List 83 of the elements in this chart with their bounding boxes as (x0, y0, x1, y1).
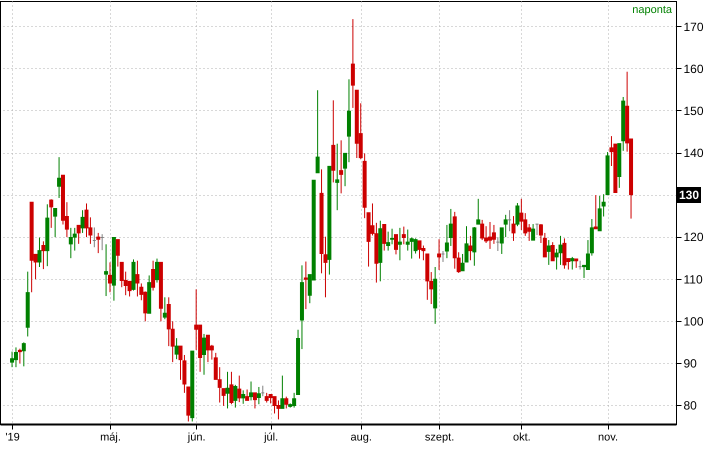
y-tick-label: 170 (684, 20, 704, 34)
candlestick (18, 348, 22, 364)
y-tick-label: 80 (684, 398, 698, 413)
candlestick (417, 240, 422, 260)
x-tick-label: '19 (5, 432, 20, 444)
x-tick-label: júl. (263, 432, 278, 444)
y-tick-label: 110 (684, 272, 703, 286)
candlestick (304, 261, 308, 310)
candlestick (527, 224, 532, 242)
candlestick (202, 333, 206, 376)
candlestick (335, 143, 340, 211)
candlestick (10, 351, 14, 368)
candlestick (37, 237, 42, 268)
candlestick (264, 392, 269, 404)
candlestick (252, 392, 257, 409)
y-tick-label: 100 (684, 314, 704, 328)
annotation: naponta (632, 4, 672, 16)
candlestick (280, 375, 284, 409)
candlestick (256, 386, 261, 405)
candlestick (546, 240, 551, 266)
candlestick (386, 231, 390, 252)
candlestick (80, 210, 85, 234)
candlestick (531, 224, 536, 241)
candlestick (558, 235, 563, 266)
x-tick-label: szept. (424, 432, 454, 444)
candlestick (480, 219, 484, 241)
candlestick (284, 396, 288, 409)
candlestick (53, 208, 58, 238)
y-tick-label: 120 (684, 230, 704, 244)
candlestick (229, 371, 234, 405)
candlestick (472, 226, 476, 266)
candlestick (237, 375, 242, 403)
candlestick (135, 260, 140, 297)
x-tick-label: okt. (512, 432, 531, 444)
candlestick (162, 296, 167, 320)
candlestick (108, 262, 112, 293)
candlestick (22, 342, 26, 367)
candlestick (233, 384, 238, 408)
candlestick (570, 256, 574, 270)
candlestick (174, 338, 179, 360)
x-tick-label: nov. (598, 432, 618, 444)
candlestick (402, 226, 406, 245)
y-tick-label: 90 (684, 356, 698, 370)
candlestick (515, 202, 520, 227)
candlestick (598, 195, 602, 232)
candlestick (76, 224, 81, 244)
candlestick (96, 232, 100, 254)
candlestick (437, 238, 442, 270)
text: 130 (677, 186, 702, 203)
candlestick (562, 238, 566, 270)
y-tick-label: 160 (684, 62, 704, 76)
candlestick (468, 235, 472, 261)
candlestick (488, 221, 492, 250)
candlestick (249, 380, 254, 401)
candlestick (476, 198, 480, 225)
y-tick-label: 140 (684, 146, 704, 160)
candlestick (68, 227, 73, 259)
candlestick (41, 240, 46, 270)
candlestick (398, 227, 402, 261)
candlestick (276, 400, 280, 420)
candlestick (382, 224, 386, 252)
candlestick (316, 90, 320, 174)
candlestick (155, 258, 160, 284)
candlestick (245, 388, 250, 401)
x-tick-label: jún. (186, 432, 206, 444)
x-tick-label: aug. (350, 432, 372, 444)
candlestick (151, 260, 156, 292)
y-tick-label: 150 (684, 104, 704, 118)
candlestick (512, 216, 516, 242)
candlestick (414, 238, 418, 254)
candlestick (464, 226, 468, 262)
candlestick (206, 334, 210, 363)
candlestick (594, 194, 598, 230)
candlestick (339, 140, 344, 194)
candlestick (57, 156, 62, 198)
candlestick (241, 390, 246, 404)
candlestick (14, 346, 18, 368)
candlestick (226, 371, 230, 409)
candlestick (550, 242, 555, 262)
candlestick (49, 198, 54, 228)
candlestick (104, 244, 108, 297)
candlestick (394, 234, 398, 255)
x-tick-label: máj. (100, 432, 121, 444)
